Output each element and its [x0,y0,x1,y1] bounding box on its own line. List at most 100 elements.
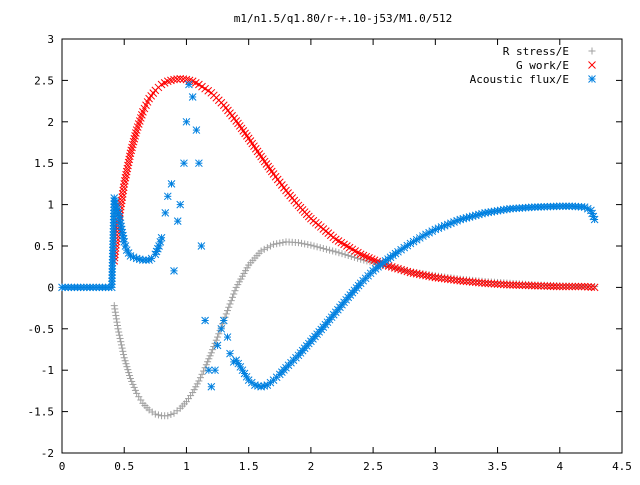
data-point [197,242,206,250]
data-point-dense [206,352,214,360]
x-tick-label: 4 [556,460,563,473]
data-point-dense [422,271,430,280]
data-point-dense [565,282,573,291]
data-point-dense [255,150,264,158]
data-point-dense [198,370,206,378]
data-point-dense [230,290,238,298]
data-point [170,75,178,84]
data-point-dense [143,404,151,412]
data-point-dense [478,209,486,218]
data-point-dense [123,164,132,173]
data-point-dense [338,250,346,258]
data-point [580,282,589,291]
data-point-dense [247,378,256,387]
data-point-dense [543,282,552,291]
data-point-dense [118,189,127,198]
data-point-dense [79,283,88,292]
data-point-dense [524,281,533,290]
data-point-dense [493,280,502,288]
data-series [58,74,599,420]
data-point [188,93,197,101]
x-tick-label: 3.5 [488,460,508,473]
data-point-dense [123,363,131,371]
data-point-dense [437,274,446,283]
data-point-dense [512,281,521,289]
data-point-dense [121,357,129,365]
data-point-dense [153,244,162,253]
data-point-dense [227,297,235,305]
x-tick-label: 0 [59,460,66,473]
data-point [176,200,185,209]
y-tick-label: 2.5 [34,74,54,87]
data-point-dense [403,267,412,276]
data-point-dense [124,249,133,257]
data-point-dense [587,283,596,291]
data-point-dense [193,380,201,388]
legend-label: R stress/E [503,45,569,58]
data-point [590,283,599,292]
data-point-dense [117,222,125,231]
data-point-dense [143,98,152,106]
data-point [201,316,209,325]
axis-ticks: 0 0.5 1 1.5 2 2.5 3 3.5 4 4.5 -2 -1.5 -1 -0.5 0 0.5 1 1.5… [28,33,632,473]
data-point [120,180,129,188]
x-tick-label: 2.5 [363,460,383,473]
data-point [207,382,216,391]
data-point [170,266,178,275]
data-point-dense [347,252,355,260]
data-point-dense [173,407,181,415]
y-tick-label: 1.5 [34,157,54,170]
data-point [431,273,440,282]
data-point [204,366,213,375]
data-point-dense [322,245,330,253]
data-point-dense [61,283,69,292]
data-point-dense [559,282,567,291]
legend-marker [588,47,596,55]
data-point-dense [124,366,132,374]
data-point [481,279,489,288]
data-point-dense [350,253,358,261]
data-point-dense [341,251,349,259]
data-point-dense [114,209,123,218]
data-point-dense [117,338,125,346]
y-tick-label: -1 [41,364,54,377]
data-point [531,281,539,290]
data-point-dense [129,380,137,388]
data-point-dense [447,275,455,284]
data-point-dense [465,277,474,286]
data-point [207,349,215,357]
data-point-dense [422,230,430,239]
data-point-dense [119,183,128,192]
data-point [185,80,193,89]
data-point-dense [111,305,119,313]
data-point-dense [503,280,511,289]
data-point-dense [242,372,251,381]
chart-title: m1/n1.5/q1.80/r-+.10-j53/M1.0/512 [234,12,453,25]
data-point-dense [204,358,212,366]
data-point-dense [487,279,496,288]
data-point-dense [130,383,138,391]
data-point-dense [121,242,130,250]
data-point-dense [450,276,458,284]
data-point [214,333,222,341]
data-point [555,282,564,291]
data-point-dense [125,369,133,377]
x-tick-label: 2 [308,460,315,473]
data-point [163,192,172,201]
data-point-dense [122,360,130,368]
data-point-dense [440,274,449,283]
x-tick-label: 1 [183,460,190,473]
data-point-dense [137,396,145,404]
data-point-dense [484,279,493,288]
data-point-dense [260,245,268,253]
data-point-dense [571,282,580,291]
data-point-dense [161,412,169,420]
data-point-dense [122,167,131,176]
data-point-dense [119,186,128,195]
data-point-dense [326,246,334,254]
data-point-dense [279,238,287,246]
data-point-dense [565,202,573,211]
data-point-dense [118,344,126,352]
data-point-dense [135,255,144,264]
data-point-dense [115,328,123,336]
